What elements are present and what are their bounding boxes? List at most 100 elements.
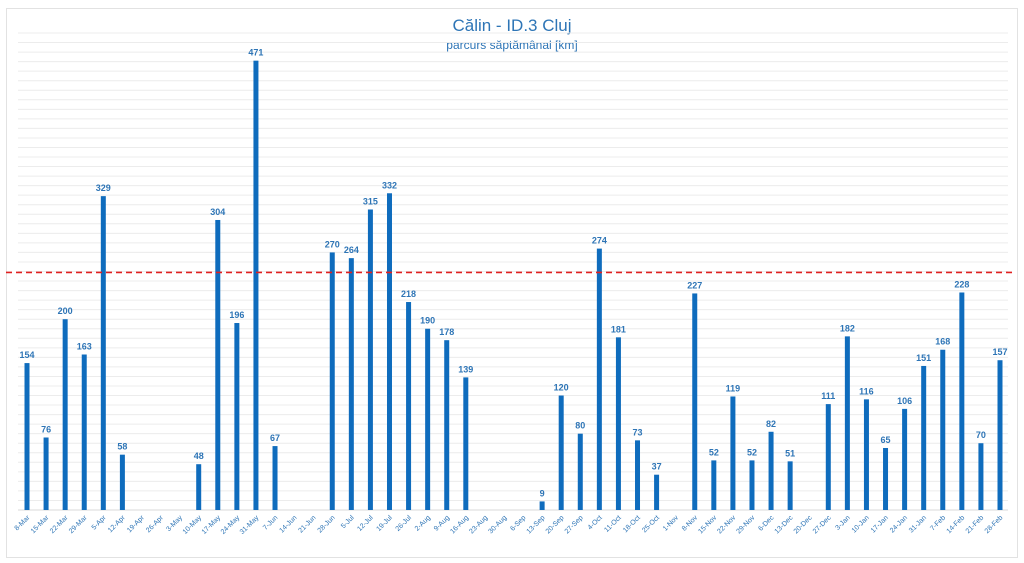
bar bbox=[463, 377, 469, 510]
x-tick-label: 29-Nov bbox=[735, 514, 756, 535]
x-tick-label: 7-Jun bbox=[262, 514, 279, 531]
x-tick-label: 24-May bbox=[220, 514, 242, 536]
bar bbox=[62, 319, 68, 510]
data-label: 52 bbox=[747, 447, 757, 457]
bar bbox=[940, 349, 946, 510]
data-label: 304 bbox=[210, 207, 225, 217]
data-label: 200 bbox=[58, 306, 73, 316]
data-label: 58 bbox=[117, 442, 127, 452]
x-tick-label: 7-Feb bbox=[929, 514, 947, 532]
x-tick-label: 13-Sep bbox=[526, 514, 547, 535]
x-tick-label: 16-Aug bbox=[449, 514, 470, 535]
x-tick-label: 30-Aug bbox=[487, 514, 508, 535]
x-tick-label: 22-Nov bbox=[716, 514, 737, 535]
bar bbox=[406, 302, 412, 510]
data-label: 51 bbox=[785, 448, 795, 458]
x-tick-label: 12-Jul bbox=[356, 514, 375, 533]
x-tick-label: 27-Dec bbox=[812, 514, 833, 535]
bar bbox=[787, 461, 793, 510]
x-tick-label: 26-Jul bbox=[395, 514, 414, 533]
x-tick-label: 14-Jun bbox=[278, 514, 298, 534]
x-tick-label: 28-Feb bbox=[984, 514, 1005, 535]
bar bbox=[959, 292, 965, 510]
data-label: 168 bbox=[935, 337, 950, 347]
bar bbox=[844, 336, 850, 510]
x-tick-label: 18-Oct bbox=[622, 514, 642, 534]
x-tick-label: 15-Nov bbox=[697, 514, 718, 535]
x-tick-label: 23-Aug bbox=[468, 514, 489, 535]
x-tick-label: 26-Apr bbox=[145, 514, 165, 534]
data-label: 196 bbox=[229, 310, 244, 320]
bar bbox=[539, 501, 545, 510]
x-tick-label: 17-Jan bbox=[870, 514, 890, 534]
data-label: 106 bbox=[897, 396, 912, 406]
bar bbox=[692, 293, 698, 510]
data-label: 151 bbox=[916, 353, 931, 363]
x-tick-label: 19-Apr bbox=[126, 514, 146, 534]
bar bbox=[119, 454, 125, 510]
data-label: 119 bbox=[726, 383, 741, 393]
data-label: 274 bbox=[592, 236, 607, 246]
x-tick-label: 17-May bbox=[201, 514, 223, 536]
data-label: 80 bbox=[575, 421, 585, 431]
x-tick-label: 10-May bbox=[182, 514, 204, 536]
bar bbox=[196, 464, 202, 510]
x-tick-label: 14-Feb bbox=[946, 514, 967, 535]
data-label: 48 bbox=[194, 451, 204, 461]
x-tick-label: 22-Mar bbox=[49, 514, 70, 535]
bar bbox=[825, 404, 831, 510]
x-tick-label: 19-Jul bbox=[375, 514, 394, 533]
data-label: 178 bbox=[439, 327, 454, 337]
data-label: 190 bbox=[420, 316, 435, 326]
data-label: 228 bbox=[954, 279, 969, 289]
bar bbox=[978, 443, 984, 510]
x-tick-label: 20-Sep bbox=[545, 514, 566, 535]
data-label: 270 bbox=[325, 239, 340, 249]
bar bbox=[43, 437, 49, 510]
bar bbox=[902, 408, 908, 510]
x-tick-label: 21-Feb bbox=[965, 514, 986, 535]
x-tick-label: 20-Dec bbox=[793, 514, 814, 535]
chart-title: Călin - ID.3 Cluj bbox=[452, 16, 572, 35]
data-label: 67 bbox=[270, 433, 280, 443]
data-label: 182 bbox=[840, 323, 855, 333]
x-tick-label: 21-Jun bbox=[298, 514, 318, 534]
bar bbox=[81, 354, 87, 510]
data-label: 116 bbox=[859, 386, 874, 396]
x-tick-label: 24-Jan bbox=[889, 514, 909, 534]
bar bbox=[577, 433, 583, 510]
bar bbox=[711, 460, 717, 510]
data-label: 9 bbox=[540, 488, 545, 498]
bar bbox=[100, 196, 106, 510]
x-tick-label: 28-Jun bbox=[317, 514, 337, 534]
bar bbox=[386, 193, 392, 510]
bar bbox=[921, 365, 927, 510]
x-tick-label: 25-Oct bbox=[641, 514, 661, 534]
data-label: 264 bbox=[344, 245, 359, 255]
bar bbox=[997, 360, 1003, 510]
data-label: 154 bbox=[19, 350, 34, 360]
x-tick-label: 15-Mar bbox=[30, 514, 51, 535]
x-tick-label: 12-Apr bbox=[107, 514, 127, 534]
bar bbox=[24, 363, 30, 510]
data-label: 65 bbox=[881, 435, 891, 445]
data-label: 111 bbox=[821, 391, 835, 401]
data-label: 120 bbox=[554, 383, 569, 393]
bar bbox=[615, 337, 621, 510]
bar bbox=[768, 431, 774, 510]
bar bbox=[234, 323, 240, 510]
bar bbox=[444, 340, 450, 510]
chart-frame bbox=[6, 8, 1018, 558]
bar bbox=[596, 248, 602, 510]
bar bbox=[425, 328, 431, 510]
chart-subtitle: parcurs săptămânal [km] bbox=[446, 38, 578, 52]
bar bbox=[329, 252, 335, 511]
x-tick-label: 11-Oct bbox=[603, 514, 622, 533]
bar bbox=[272, 446, 278, 510]
bar bbox=[863, 399, 869, 510]
bar bbox=[654, 474, 660, 510]
data-label: 163 bbox=[77, 341, 92, 351]
x-tick-label: 4-Oct bbox=[587, 514, 604, 531]
data-label: 70 bbox=[976, 430, 986, 440]
